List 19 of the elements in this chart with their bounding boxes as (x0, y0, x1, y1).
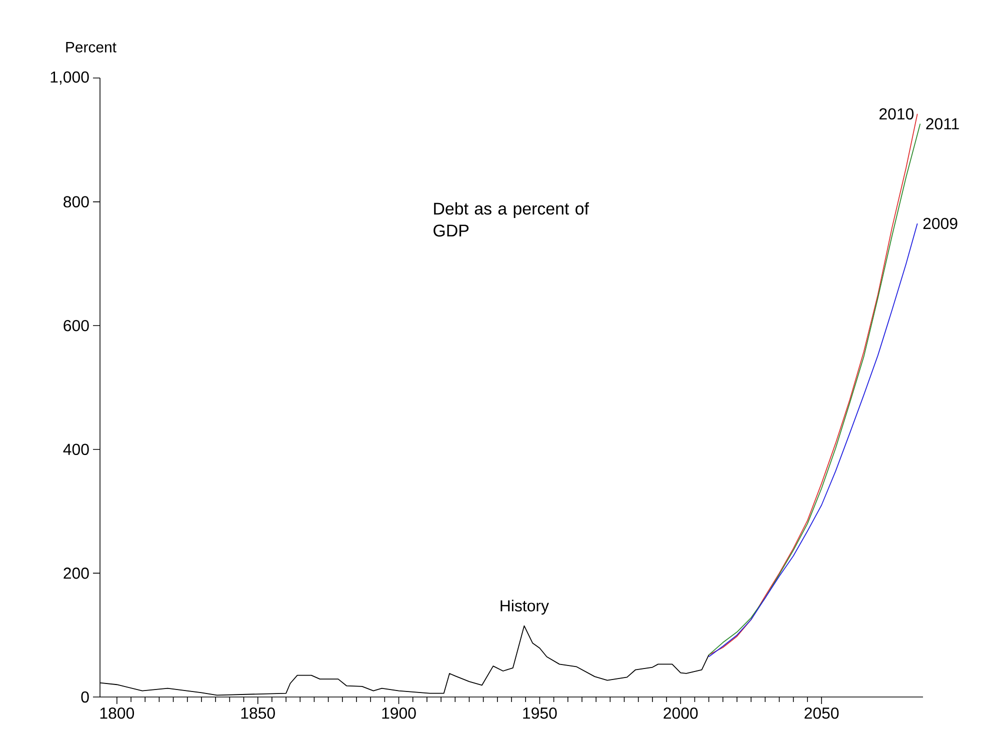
y-tick-label: 600 (64, 320, 89, 332)
y-tick-label: 200 (64, 568, 89, 579)
y-tick-label: 0 (81, 691, 89, 703)
x-tick-label: 1950 (523, 708, 557, 719)
annotation: Debt as a percent of GDP (434, 202, 589, 237)
y-tick-label: 800 (64, 196, 89, 208)
series-label: 2009 (923, 218, 958, 230)
y-tick-label: 400 (63, 444, 89, 456)
series-label: 2011 (926, 118, 959, 130)
series-label: History (500, 600, 549, 615)
x-tick-label: 1850 (241, 708, 275, 719)
line-series (708, 223, 918, 658)
x-tick-label: 1900 (382, 708, 416, 719)
x-tick-label: 2050 (804, 708, 839, 719)
y-tick-label: 1,000 (50, 71, 89, 85)
x-tick-label: 2000 (664, 708, 698, 719)
y-axis-title: Percent (66, 42, 116, 52)
x-tick-label: 1800 (100, 708, 134, 719)
series-label: 2010 (880, 108, 914, 120)
